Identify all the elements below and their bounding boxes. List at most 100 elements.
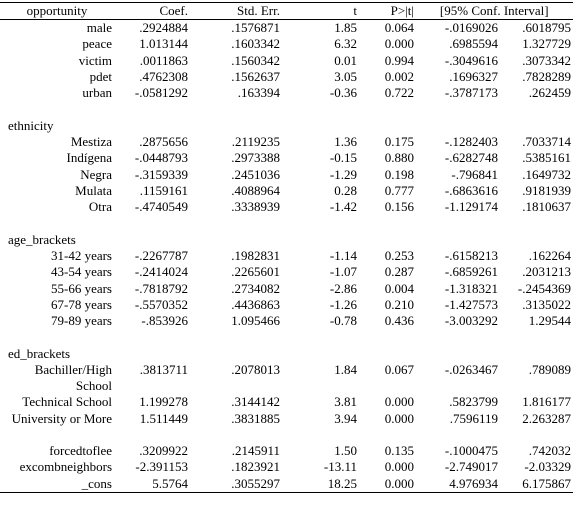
ci-upper-cell: 6.175867 [500, 475, 573, 494]
table-row: forcedtoflee .3209922 .2145911 1.50 0.135 -.1… [0, 443, 573, 459]
t-stat-cell: 1.84 [334, 362, 357, 378]
table-row: pdet .4762308 .1562637 3.05 0.002 .1696327 .78… [0, 69, 573, 85]
row-label: pdet [89, 68, 112, 84]
ci-upper-cell: .1810637 [522, 199, 572, 215]
coef-cell: -.2267787 [134, 248, 188, 264]
t-stat-cell: -1.07 [329, 264, 357, 280]
std-err-cell: 1.095466 [231, 313, 280, 329]
std-err-cell: .1823921 [231, 459, 280, 475]
row-label: Otra [88, 199, 112, 215]
table-header: opportunity Coef. Std. Err. t P>|t| [95%… [0, 2, 573, 20]
table-row: 67-78 years -.5570352 .4436863 -1.26 0.210 -1… [0, 297, 573, 313]
row-label: Mulata [75, 182, 112, 198]
coef-cell: .1159161 [139, 182, 188, 198]
p-value-cell: 0.175 [384, 134, 414, 150]
ci-upper-cell: 2.263287 [522, 410, 572, 426]
coef-cell: 5.5764 [114, 475, 190, 494]
coef-cell: -2.391153 [135, 459, 188, 475]
ci-lower-cell: -.6158213 [444, 248, 498, 264]
row-label: Mestiza [70, 134, 112, 150]
table-row: Otra -.4740549 .3338939 -1.42 0.156 -1.129174… [0, 199, 573, 215]
std-err-cell: .2734082 [231, 280, 280, 296]
ci-upper-cell: .5385161 [522, 150, 572, 166]
coef-cell: -.4740549 [134, 199, 188, 215]
spacer-row [0, 330, 573, 346]
ci-upper-cell: .1649732 [522, 166, 572, 182]
std-err-cell: .1576871 [231, 20, 280, 35]
ci-upper-cell: .6018795 [522, 20, 572, 35]
table-row: _cons 5.5764.3055297 18.25 0.000 4.976934 6.1… [0, 475, 573, 494]
coef-cell: .4762308 [139, 68, 188, 84]
ci-lower-cell: -1.427573 [444, 297, 498, 313]
coef-cell: 1.511449 [139, 410, 188, 426]
ci-upper-cell: -.2454369 [517, 280, 572, 296]
ci-upper-cell: .162264 [528, 248, 572, 264]
header-t: t [282, 2, 359, 20]
t-stat-cell: -0.15 [329, 150, 357, 166]
row-label: 43-54 years [50, 264, 112, 280]
ci-upper-cell: .262459 [528, 85, 572, 101]
t-stat-cell: -2.86 [329, 280, 357, 296]
coef-cell: .3813711 [139, 362, 188, 378]
ci-lower-cell: .6985594 [449, 36, 498, 52]
ci-upper-cell: 1.327729 [522, 36, 572, 52]
spacer-row [0, 427, 573, 443]
row-label: Bachiller/High School [34, 362, 112, 394]
p-value-cell: 0.287 [384, 264, 414, 280]
t-stat-cell: 3.94 [334, 410, 357, 426]
spacer-cell [0, 427, 573, 443]
t-stat-cell: 1.36 [334, 134, 357, 150]
coef-cell: .0011863 [139, 52, 188, 68]
t-stat-cell: -1.29 [329, 166, 357, 182]
std-err-cell: .2451036 [231, 166, 280, 182]
ci-lower-cell: .7596119 [449, 410, 498, 426]
header-p-value: P>|t| [359, 2, 416, 20]
row-label: peace [82, 36, 112, 52]
group-header-row: ethnicity [0, 118, 573, 134]
header-row: opportunity Coef. Std. Err. t P>|t| [95%… [0, 2, 573, 20]
std-err-cell: .2119235 [231, 134, 280, 150]
ci-lower-cell: -.1000475 [444, 443, 498, 459]
coef-cell: .3209922 [139, 443, 188, 459]
row-label: male [86, 20, 112, 35]
ci-upper-cell: 1.816177 [522, 394, 572, 410]
header-std-err: Std. Err. [190, 2, 282, 20]
ci-upper-cell: .3073342 [522, 52, 572, 68]
coef-cell: 1.013144 [139, 36, 188, 52]
table-row: Bachiller/High School .3813711 .2078013 1.8… [0, 362, 573, 394]
std-err-cell: .3338939 [231, 199, 280, 215]
row-label: Indígena [66, 150, 112, 166]
coef-cell: .2924884 [139, 20, 188, 35]
ci-upper-cell: .7033714 [522, 134, 572, 150]
table-row: 31-42 years -.2267787 .1982831 -1.14 0.253 -.… [0, 248, 573, 264]
group-label: ethnicity [8, 117, 54, 133]
table-row: urban -.0581292 .163394 -0.36 0.722 -.3787173… [0, 85, 573, 101]
p-value-cell: 0.777 [384, 182, 414, 198]
table-row: Technical School 1.199278 .3144142 3.81 0.00… [0, 394, 573, 410]
std-err-cell: .2265601 [231, 264, 280, 280]
table-row: 43-54 years -.2414024 .2265601 -1.07 0.287 -.… [0, 264, 573, 280]
t-stat-cell: 6.32 [334, 36, 357, 52]
table-row: University or More 1.511449 .3831885 3.94 0.… [0, 411, 573, 427]
spacer-cell [0, 216, 573, 232]
p-value-cell: 0.004 [384, 280, 414, 296]
spacer-row [0, 216, 573, 232]
t-stat-cell: -0.36 [329, 85, 357, 101]
std-err-cell: .1560342 [231, 52, 280, 68]
p-value-cell: 0.994 [384, 52, 414, 68]
ci-upper-cell: .2031213 [522, 264, 572, 280]
ci-upper-cell: 1.29544 [528, 313, 572, 329]
ci-lower-cell: -2.749017 [444, 459, 498, 475]
ci-lower-cell: -3.003292 [444, 313, 498, 329]
p-value-cell: 0.002 [384, 68, 414, 84]
ci-lower-cell: -1.129174 [444, 199, 498, 215]
ci-lower-cell: -.796841 [451, 166, 498, 182]
row-label: 55-66 years [50, 280, 112, 296]
row-label: 67-78 years [50, 297, 112, 313]
p-value-cell: 0.000 [359, 475, 416, 494]
t-stat-cell: -1.42 [329, 199, 357, 215]
ci-lower-cell: -.3787173 [444, 85, 498, 101]
ci-upper-cell: .7828289 [522, 68, 572, 84]
ci-upper-cell: -2.03329 [524, 459, 572, 475]
p-value-cell: 0.000 [384, 410, 414, 426]
